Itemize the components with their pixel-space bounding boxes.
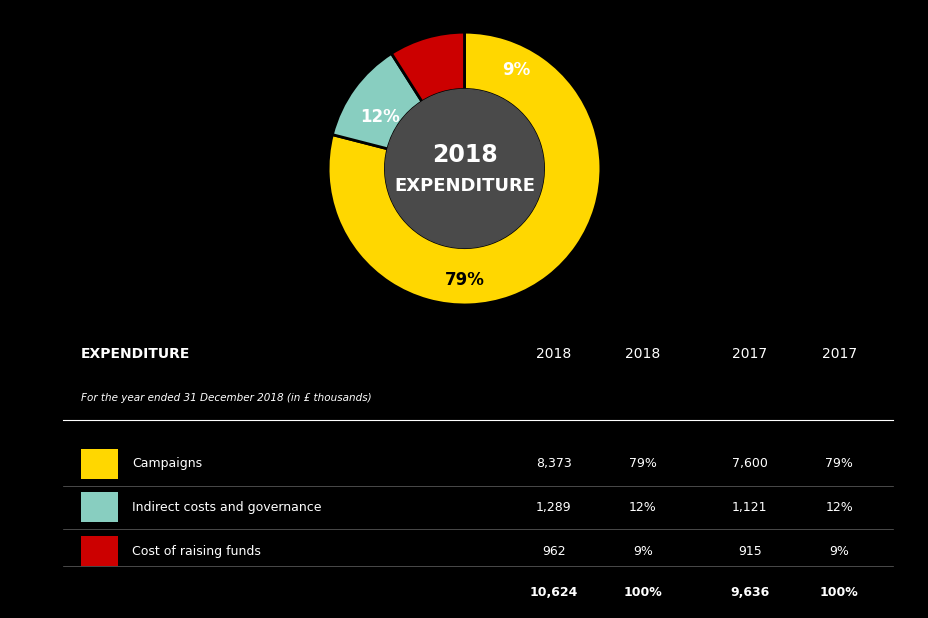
- Text: EXPENDITURE: EXPENDITURE: [393, 177, 535, 195]
- Text: 79%: 79%: [445, 271, 483, 289]
- Wedge shape: [328, 32, 600, 305]
- Text: 9%: 9%: [502, 61, 530, 79]
- Bar: [81, 493, 119, 522]
- Text: EXPENDITURE: EXPENDITURE: [81, 347, 190, 360]
- Text: 100%: 100%: [818, 585, 857, 598]
- Text: 9,636: 9,636: [729, 585, 768, 598]
- Text: 2017: 2017: [820, 347, 856, 360]
- Circle shape: [385, 90, 543, 248]
- Text: 2018: 2018: [625, 347, 660, 360]
- Text: 2018: 2018: [432, 143, 496, 167]
- Text: 12%: 12%: [628, 501, 656, 514]
- Text: 2017: 2017: [731, 347, 767, 360]
- Text: 12%: 12%: [824, 501, 852, 514]
- Text: 8,373: 8,373: [535, 457, 571, 470]
- Text: 9%: 9%: [829, 544, 848, 557]
- Bar: [81, 449, 119, 479]
- Text: Campaigns: Campaigns: [132, 457, 201, 470]
- Bar: [81, 536, 119, 566]
- Text: 79%: 79%: [824, 457, 852, 470]
- Text: For the year ended 31 December 2018 (in £ thousands): For the year ended 31 December 2018 (in …: [81, 393, 371, 403]
- Text: 962: 962: [541, 544, 565, 557]
- Text: 100%: 100%: [623, 585, 662, 598]
- Text: 10,624: 10,624: [529, 585, 577, 598]
- Text: Indirect costs and governance: Indirect costs and governance: [132, 501, 321, 514]
- Text: 7,600: 7,600: [731, 457, 767, 470]
- Text: 1,121: 1,121: [731, 501, 767, 514]
- Text: 79%: 79%: [628, 457, 656, 470]
- Text: Cost of raising funds: Cost of raising funds: [132, 544, 261, 557]
- Wedge shape: [391, 32, 464, 102]
- Text: 1,289: 1,289: [535, 501, 571, 514]
- Text: 9%: 9%: [632, 544, 652, 557]
- Text: 915: 915: [737, 544, 761, 557]
- Text: 12%: 12%: [360, 108, 399, 125]
- Text: 2018: 2018: [535, 347, 571, 360]
- Wedge shape: [332, 53, 421, 149]
